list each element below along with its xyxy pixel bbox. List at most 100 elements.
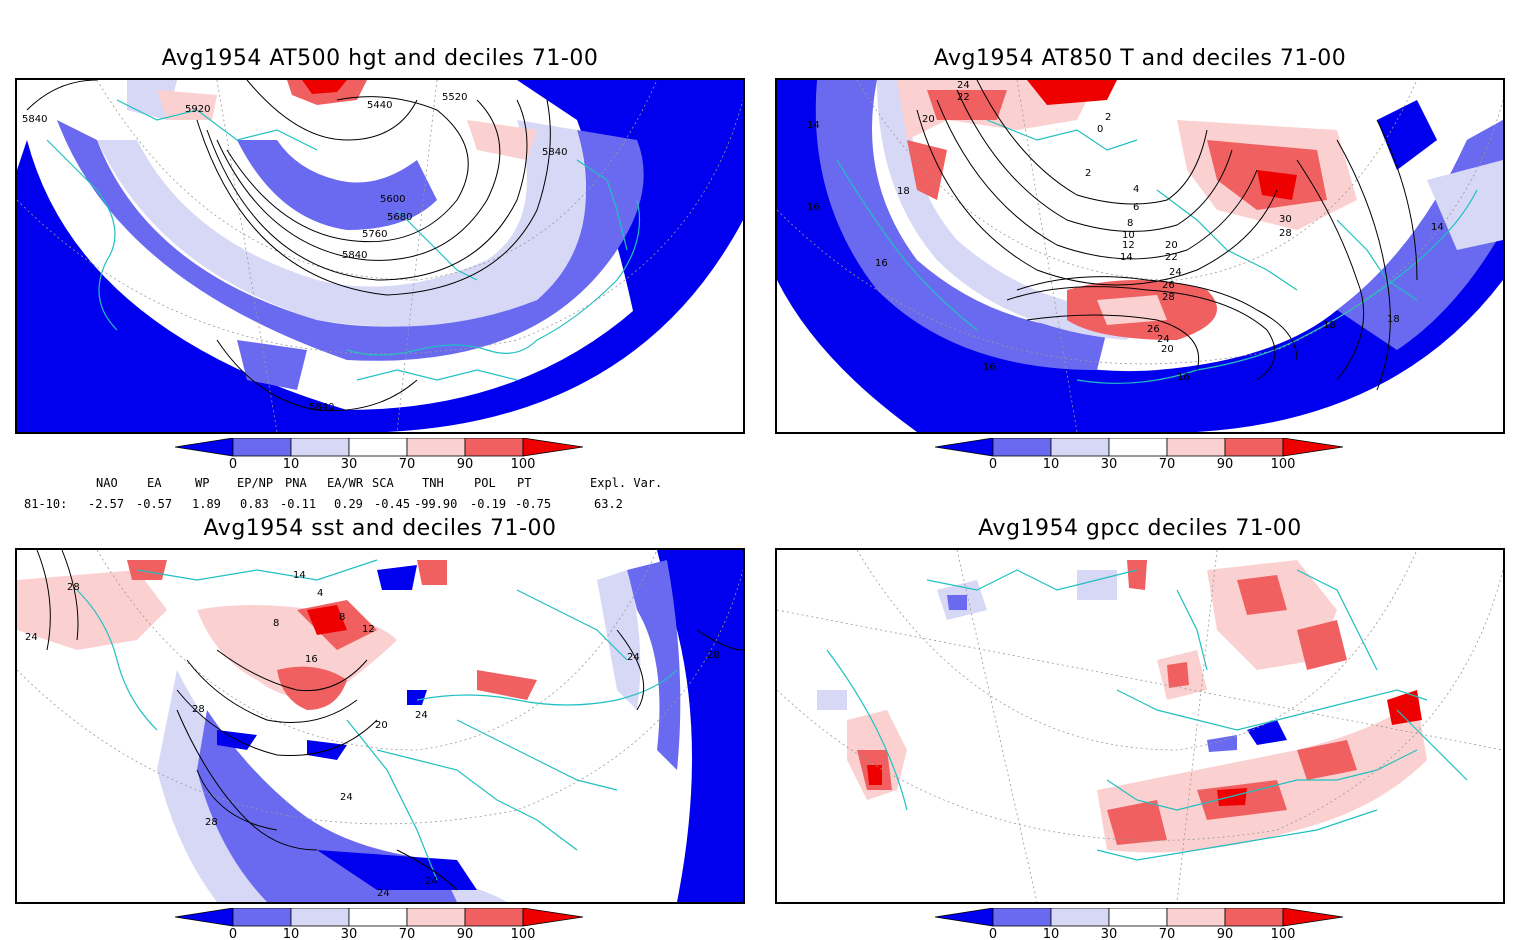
colorbar-tick: 90	[457, 457, 474, 470]
colorbar-tick: 90	[1217, 457, 1234, 470]
contour-label: 24	[25, 632, 38, 643]
colorbar-tick: 10	[1043, 457, 1060, 470]
colorbar-tick: 0	[989, 927, 997, 940]
index-header-wp: WP	[195, 476, 210, 490]
contour-label: 26	[1162, 280, 1175, 291]
index-value-pol: -0.19	[470, 497, 507, 511]
index-header-nao: NAO	[96, 476, 118, 490]
contour-label: 8	[1127, 218, 1133, 229]
colorbar-4: 0 10 30 70 90 100	[935, 908, 1344, 940]
contour-label: 28	[67, 582, 80, 593]
colorbar-tick: 70	[1159, 927, 1176, 940]
contour-label: 12	[362, 624, 375, 635]
contour-label: 5680	[387, 212, 412, 223]
contour-label: 4	[1133, 184, 1139, 195]
contour-label: 14	[807, 120, 820, 131]
contour-label: 24	[425, 876, 438, 887]
colorbar-tick: 70	[1159, 457, 1176, 470]
map-gpcc	[775, 548, 1505, 904]
index-value-explvar: 63.2	[594, 497, 623, 511]
colorbar-tick: 90	[1217, 927, 1234, 940]
contour-label: 28	[1279, 228, 1292, 239]
index-value-sca: -0.45	[374, 497, 411, 511]
index-header-tnh: TNH	[422, 476, 444, 490]
contour-label: 2	[1105, 112, 1111, 123]
panel-title-t850: Avg1954 AT850 T and deciles 71-00	[933, 46, 1347, 71]
contour-label: 5760	[362, 229, 387, 240]
contour-label: 28	[707, 650, 720, 661]
colorbar-tick: 0	[229, 927, 237, 940]
contour-label: 28	[192, 704, 205, 715]
contour-label: 24	[627, 652, 640, 663]
contour-label: 30	[1279, 214, 1292, 225]
contour-label: 8	[339, 612, 345, 623]
contour-label: 5600	[380, 194, 405, 205]
contour-label: 16	[983, 362, 996, 373]
contour-label: 28	[205, 817, 218, 828]
colorbar-tick: 0	[989, 457, 997, 470]
index-value-tnh: -99.90	[414, 497, 458, 511]
contour-label: 5840	[22, 114, 47, 125]
index-row-label: 81-10:	[24, 497, 68, 511]
contour-label: 22	[957, 92, 970, 103]
contour-label: 18	[1323, 320, 1336, 331]
contour-label: 16	[875, 258, 888, 269]
contour-label: 20	[375, 720, 388, 731]
index-value-ea: -0.57	[136, 497, 173, 511]
contour-label: 5440	[367, 100, 392, 111]
index-value-pt: -0.75	[515, 497, 552, 511]
contour-label: 24	[1157, 334, 1170, 345]
colorbar-tick: 100	[1271, 457, 1296, 470]
contour-label: 14	[1431, 222, 1444, 233]
map-sst: 28 24 14 4 8 8 12 16 20 24 28 24 28 24 2…	[15, 548, 745, 904]
index-header-pol: POL	[474, 476, 496, 490]
contour-label: 10	[1122, 230, 1135, 241]
colorbar-tick: 0	[229, 457, 237, 470]
panel-title-gpcc: Avg1954 gpcc deciles 71-00	[978, 516, 1302, 541]
contour-label: 16	[1177, 372, 1190, 383]
index-value-pna: -0.11	[280, 497, 317, 511]
contour-label: 5840	[309, 402, 334, 413]
index-header-eawr: EA/WR	[327, 476, 364, 490]
colorbar-tick: 30	[1101, 927, 1118, 940]
index-header-pna: PNA	[285, 476, 307, 490]
contour-label: 2	[1085, 168, 1091, 179]
contour-label: 24	[340, 792, 353, 803]
colorbar-2: 0 10 30 70 90 100	[935, 438, 1344, 470]
contour-label: 22	[1165, 252, 1178, 263]
contour-label: 8	[273, 618, 279, 629]
colorbar-tick: 90	[457, 927, 474, 940]
index-header-epnp: EP/NP	[237, 476, 274, 490]
colorbar-tick: 10	[283, 457, 300, 470]
colorbar-tick: 100	[1271, 927, 1296, 940]
colorbar-3: 0 10 30 70 90 100	[175, 908, 584, 940]
contour-label: 4	[317, 588, 323, 599]
contour-label: 24	[957, 80, 970, 91]
map-t850: 14 16 16 20 22 24 2 0 2 4 6 8 10 12 14 1…	[775, 78, 1505, 434]
index-header-pt: PT	[517, 476, 532, 490]
index-value-eawr: 0.29	[334, 497, 363, 511]
contour-label: 18	[897, 186, 910, 197]
contour-label: 18	[1387, 314, 1400, 325]
colorbar-tick: 10	[283, 927, 300, 940]
index-value-nao: -2.57	[88, 497, 125, 511]
panel-title-hgt500: Avg1954 AT500 hgt and deciles 71-00	[161, 46, 599, 71]
contour-label: 28	[1162, 292, 1175, 303]
contour-label: 24	[415, 710, 428, 721]
contour-label: 16	[305, 654, 318, 665]
colorbar-tick: 30	[341, 457, 358, 470]
contour-label: 0	[1097, 124, 1103, 135]
colorbar-tick: 100	[511, 927, 536, 940]
contour-label: 26	[1147, 324, 1160, 335]
contour-label: 16	[807, 202, 820, 213]
colorbar-tick: 100	[511, 457, 536, 470]
contour-label: 20	[1161, 344, 1174, 355]
contour-label: 12	[1122, 240, 1135, 251]
contour-label: 20	[922, 114, 935, 125]
colorbar-1: 0 10 30 70 90 100	[175, 438, 584, 470]
index-header-explvar: Expl. Var.	[590, 476, 663, 490]
map-hgt500: 5920 5440 5520 5840 5840 5600 5680 5760 …	[15, 78, 745, 434]
contour-label: 5840	[542, 147, 567, 158]
index-value-wp: 1.89	[192, 497, 221, 511]
contour-label: 5920	[185, 104, 210, 115]
